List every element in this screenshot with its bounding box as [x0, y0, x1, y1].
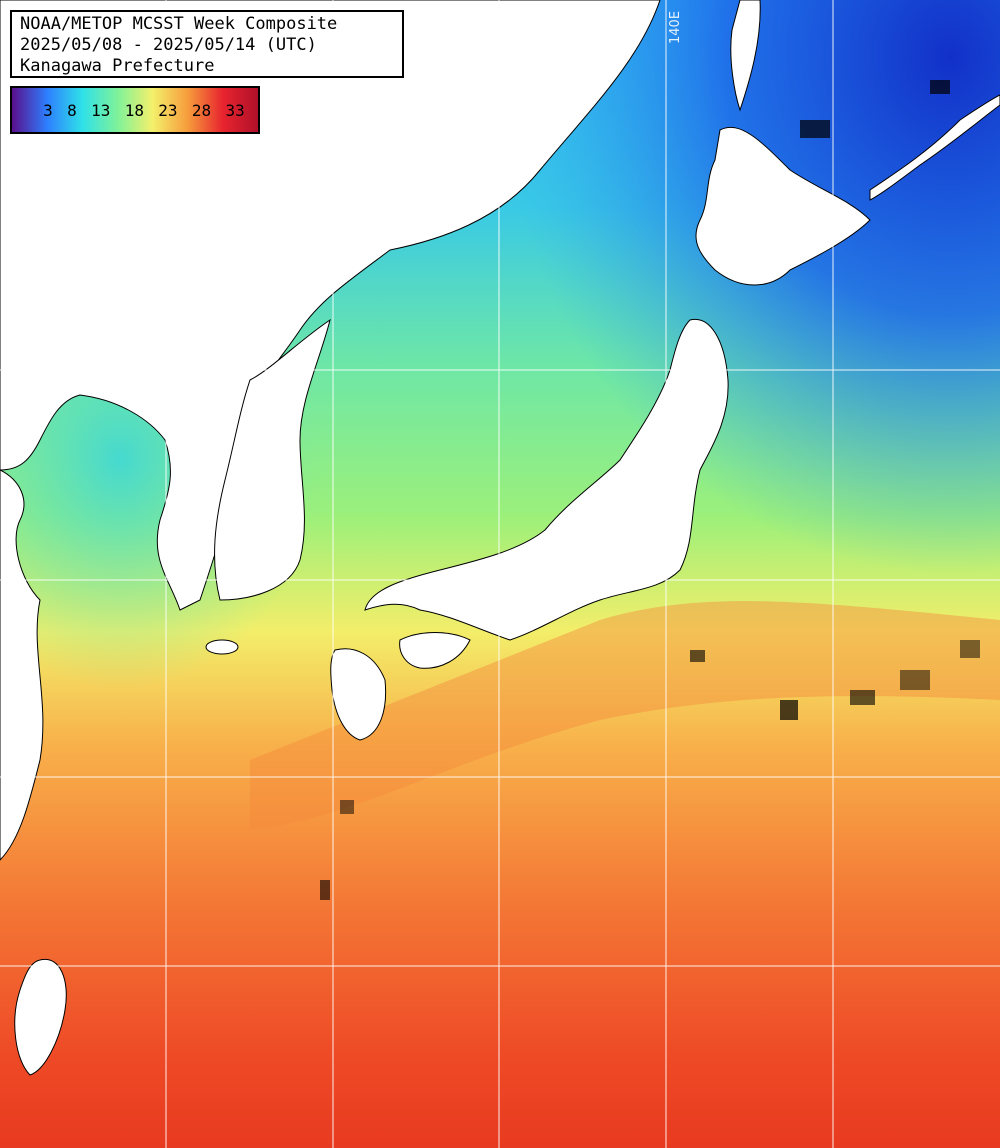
- kuril-islands: [869, 94, 1000, 201]
- map-title-box: NOAA/METOP MCSST Week Composite 2025/05/…: [10, 10, 404, 78]
- legend-tick-23: 23: [158, 100, 178, 120]
- sakhalin-island: [730, 0, 761, 112]
- hokkaido-island: [695, 126, 871, 286]
- taiwan-island: [14, 958, 67, 1076]
- title-line-2: 2025/05/08 - 2025/05/14 (UTC): [20, 35, 317, 55]
- korea-peninsula: [214, 318, 331, 601]
- legend-tick-3: 3: [43, 100, 53, 120]
- jeju-island: [205, 639, 239, 655]
- cloud-gaps: [320, 80, 980, 900]
- legend-tick-8: 8: [67, 100, 77, 120]
- shikoku-island: [399, 632, 471, 669]
- legend-tick-18: 18: [124, 100, 144, 120]
- china-coast: [0, 469, 44, 861]
- title-line-1: NOAA/METOP MCSST Week Composite: [20, 14, 338, 34]
- legend-tick-33: 33: [225, 100, 245, 120]
- latitude-label: 40N: [14, 352, 41, 367]
- title-line-3: Kanagawa Prefecture: [20, 56, 215, 76]
- legend-tick-13: 13: [91, 100, 111, 120]
- warm-current: [250, 601, 1000, 830]
- temperature-colorbar: 3 8 13 18 23 28 33: [10, 86, 260, 134]
- legend-tick-28: 28: [191, 100, 212, 120]
- honshu-island: [364, 318, 729, 641]
- kyushu-island: [330, 648, 387, 741]
- longitude-label: 140E: [668, 10, 683, 44]
